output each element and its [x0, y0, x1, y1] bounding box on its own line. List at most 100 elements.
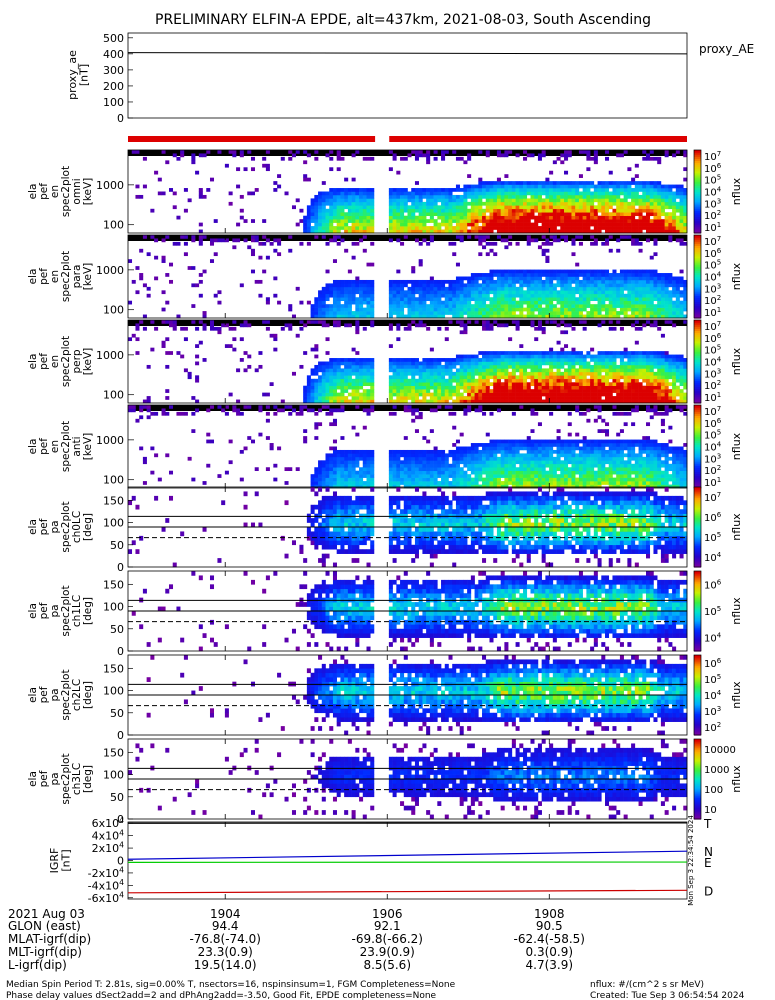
energy-spectrogram-2-data-pixel: [497, 379, 501, 383]
energy-spectrogram-3-data-pixel: [292, 408, 296, 412]
energy-spectrogram-0-data-pixel: [627, 209, 631, 213]
energy-spectrogram-0-data-pixel: [493, 216, 497, 220]
energy-spectrogram-3-data-pixel: [225, 412, 229, 416]
energy-spectrogram-1-data-pixel: [497, 311, 501, 315]
energy-spectrogram-0-data-pixel: [318, 192, 322, 196]
energy-spectrogram-3-data-pixel: [348, 457, 352, 461]
energy-spectrogram-2-data-pixel: [605, 382, 609, 386]
energy-spectrogram-3-data-pixel: [329, 422, 333, 426]
energy-spectrogram-1-data-pixel: [396, 301, 400, 305]
energy-spectrogram-1-data-pixel: [475, 273, 479, 277]
energy-spectrogram-0-data-pixel: [266, 150, 270, 154]
energy-spectrogram-3-data-pixel: [191, 412, 195, 416]
energy-spectrogram-2-data-pixel: [665, 386, 669, 390]
energy-spectrogram-2-data-pixel: [389, 365, 393, 369]
energy-spectrogram-2-data-pixel: [404, 386, 408, 390]
energy-spectrogram-0-data-pixel: [672, 198, 676, 202]
energy-spectrogram-2-data-pixel: [538, 351, 542, 355]
energy-spectrogram-2-data-pixel: [579, 389, 583, 393]
energy-spectrogram-1-data-pixel: [583, 277, 587, 281]
energy-spectrogram-2-data-pixel: [463, 375, 467, 379]
energy-spectrogram-2-data-pixel: [359, 368, 363, 372]
energy-spectrogram-1-data-pixel: [586, 270, 590, 274]
energy-spectrogram-0-data-pixel: [363, 205, 367, 209]
energy-spectrogram-2-data-pixel: [564, 358, 568, 362]
energy-spectrogram-0-data-pixel: [508, 195, 512, 199]
energy-spectrogram-1-data-pixel: [508, 311, 512, 315]
energy-spectrogram-1-data-pixel: [549, 294, 553, 298]
energy-spectrogram-1-data-pixel: [441, 308, 445, 312]
energy-spectrogram-2-data-pixel: [422, 389, 426, 393]
energy-spectrogram-1-data-pixel: [504, 294, 508, 298]
energy-spectrogram-0-data-pixel: [609, 198, 613, 202]
energy-spectrogram-0-data-pixel: [680, 198, 684, 202]
energy-spectrogram-3-data-pixel: [352, 471, 356, 475]
energy-spectrogram-2-data-pixel: [404, 379, 408, 383]
energy-spectrogram-2-data-pixel: [605, 393, 609, 397]
energy-spectrogram-1-data-pixel: [586, 277, 590, 281]
energy-spectrogram-2-data-pixel: [631, 365, 635, 369]
energy-spectrogram-1-data-pixel: [661, 283, 665, 287]
energy-spectrogram-2-data-pixel: [680, 355, 684, 359]
energy-spectrogram-2-data-pixel: [590, 365, 594, 369]
energy-spectrogram-3-data-pixel: [322, 471, 326, 475]
energy-spectrogram-2-data-pixel: [430, 375, 434, 379]
energy-spectrogram-0-data-pixel: [463, 226, 467, 230]
energy-spectrogram-1-data-pixel: [318, 294, 322, 298]
energy-spectrogram-1-data-pixel: [393, 297, 397, 301]
energy-spectrogram-2-data-pixel: [609, 389, 613, 393]
energy-spectrogram-1-data-pixel: [661, 280, 665, 284]
energy-spectrogram-0-data-pixel: [497, 219, 501, 223]
energy-spectrogram-0-data-pixel: [523, 195, 527, 199]
energy-spectrogram-0-data-pixel: [389, 226, 393, 230]
energy-spectrogram-0-data-pixel: [661, 205, 665, 209]
energy-spectrogram-1-data-pixel: [299, 242, 303, 246]
energy-spectrogram-2-data-pixel: [430, 372, 434, 376]
energy-spectrogram-3-data-pixel: [348, 481, 352, 485]
energy-spectrogram-1-data-pixel: [456, 297, 460, 301]
energy-spectrogram-0-data-pixel: [422, 212, 426, 216]
energy-spectrogram-2-data-pixel: [557, 379, 561, 383]
energy-spectrogram-1-data-pixel: [340, 290, 344, 294]
energy-spectrogram-1-data-pixel: [422, 301, 426, 305]
energy-spectrogram-1-data-pixel: [653, 283, 657, 287]
energy-spectrogram-1-data-pixel: [501, 311, 505, 315]
energy-spectrogram-0-data-pixel: [579, 219, 583, 223]
energy-spectrogram-2-data-pixel: [598, 389, 602, 393]
energy-spectrogram-0-data-pixel: [553, 192, 557, 196]
energy-spectrogram-1-data-pixel: [400, 311, 404, 315]
energy-spectrogram-2-data-pixel: [624, 348, 628, 352]
energy-spectrogram-0-data-pixel: [434, 202, 438, 206]
energy-spectrogram-0-data-pixel: [557, 219, 561, 223]
energy-spectrogram-2-data-pixel: [404, 393, 408, 397]
energy-spectrogram-0-data-pixel: [542, 209, 546, 213]
energy-spectrogram-2-data-pixel: [422, 379, 426, 383]
energy-spectrogram-1-data-pixel: [430, 235, 434, 239]
energy-spectrogram-3-data-pixel: [299, 412, 303, 416]
energy-spectrogram-2-data-pixel: [601, 393, 605, 397]
energy-spectrogram-0-data-pixel: [262, 164, 266, 168]
energy-spectrogram-0-data-pixel: [482, 226, 486, 230]
energy-spectrogram-2-data-pixel: [590, 389, 594, 393]
energy-spectrogram-0-data-pixel: [296, 150, 300, 154]
energy-spectrogram-0-data-pixel: [370, 219, 374, 223]
energy-spectrogram-0-data-pixel: [348, 216, 352, 220]
energy-spectrogram-2-data-pixel: [217, 330, 221, 334]
energy-spectrogram-1-data-pixel: [508, 304, 512, 308]
energy-spectrogram-1-data-pixel: [635, 283, 639, 287]
energy-spectrogram-0-data-pixel: [389, 209, 393, 213]
energy-spectrogram-0-data-pixel: [646, 226, 650, 230]
energy-spectrogram-2-data-pixel: [240, 337, 244, 341]
energy-spectrogram-0-data-pixel: [564, 202, 568, 206]
energy-spectrogram-0-data-pixel: [311, 209, 315, 213]
energy-spectrogram-2-data-pixel: [501, 382, 505, 386]
energy-spectrogram-0-data-pixel: [340, 202, 344, 206]
energy-spectrogram-0-data-pixel: [668, 219, 672, 223]
energy-spectrogram-1-data-pixel: [624, 308, 628, 312]
energy-spectrogram-2-data-pixel: [661, 375, 665, 379]
energy-spectrogram-1-data-pixel: [609, 283, 613, 287]
energy-spectrogram-0-data-pixel: [635, 202, 639, 206]
energy-spectrogram-1-data-pixel: [508, 270, 512, 274]
energy-spectrogram-2-data-pixel: [437, 372, 441, 376]
energy-spectrogram-2-data-pixel: [616, 372, 620, 376]
